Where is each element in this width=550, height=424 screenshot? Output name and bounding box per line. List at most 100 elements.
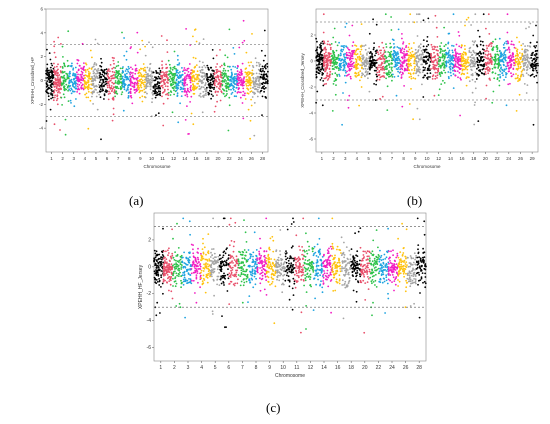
data-point [482, 59, 485, 62]
data-point [183, 67, 186, 69]
data-point [458, 71, 461, 74]
data-point [320, 68, 323, 71]
data-point [194, 267, 197, 270]
data-point [369, 64, 372, 67]
data-point [526, 55, 529, 57]
data-point [60, 96, 63, 99]
data-point [220, 282, 223, 285]
data-point [54, 81, 56, 84]
data-point [343, 46, 345, 49]
data-point [83, 79, 86, 82]
data-point [141, 79, 144, 82]
data-point [431, 75, 434, 78]
data-point [112, 97, 115, 100]
data-point [249, 87, 252, 90]
data-point [88, 73, 91, 76]
data-point [246, 87, 249, 90]
data-point [103, 98, 105, 100]
data-point [190, 282, 193, 285]
data-point [45, 120, 48, 122]
data-point [236, 91, 239, 94]
data-point [340, 66, 343, 69]
x-tick-label: 18 [204, 156, 210, 161]
data-point [396, 53, 398, 55]
data-point [348, 49, 351, 51]
data-point [471, 91, 474, 94]
data-point [521, 48, 524, 51]
data-point [195, 78, 198, 81]
data-point [504, 56, 507, 58]
data-point [216, 74, 219, 77]
data-point [517, 65, 520, 68]
data-point [156, 267, 158, 269]
data-point [333, 27, 336, 30]
data-point [204, 92, 207, 95]
data-point [186, 89, 189, 92]
data-point [494, 66, 497, 69]
data-point [345, 62, 348, 65]
data-point [423, 69, 426, 71]
data-point [397, 55, 400, 58]
data-point [114, 80, 117, 82]
data-point [250, 72, 253, 74]
data-point [204, 258, 207, 261]
data-point [384, 51, 387, 53]
data-point [504, 59, 507, 62]
data-point [111, 81, 114, 84]
data-point [465, 53, 467, 56]
data-point [438, 59, 441, 61]
data-point [384, 13, 387, 16]
data-point [487, 69, 489, 71]
data-point [498, 49, 501, 52]
data-point [351, 65, 353, 68]
data-point [510, 58, 513, 61]
data-point [535, 56, 538, 59]
data-point [172, 87, 175, 90]
data-point [359, 58, 362, 60]
x-tick-label: 10 [424, 156, 430, 161]
data-point [162, 279, 165, 281]
data-point [388, 71, 390, 74]
data-point [439, 48, 442, 51]
data-point [147, 77, 150, 80]
data-point [515, 68, 518, 70]
data-point [379, 49, 381, 52]
data-point [360, 23, 363, 25]
data-point [51, 71, 54, 74]
data-point [184, 266, 187, 269]
data-point [239, 74, 242, 77]
data-point [118, 73, 121, 75]
data-point [235, 86, 238, 89]
data-point [478, 69, 480, 72]
data-point [154, 281, 157, 284]
data-point [168, 70, 171, 73]
data-point [434, 66, 436, 69]
data-point [466, 72, 469, 74]
data-point [247, 61, 250, 64]
data-point [220, 270, 223, 273]
data-point [207, 68, 210, 70]
data-point [73, 78, 75, 81]
data-point [320, 46, 322, 49]
data-point [381, 55, 384, 58]
data-point [336, 73, 338, 76]
data-point [46, 74, 49, 76]
data-point [426, 67, 429, 70]
data-point [389, 71, 392, 74]
data-point [216, 261, 219, 264]
data-point [388, 55, 390, 58]
data-point [131, 81, 134, 84]
data-point [339, 52, 342, 55]
data-point [481, 40, 484, 43]
data-point [140, 73, 143, 76]
data-point [55, 99, 58, 102]
data-point [476, 60, 478, 63]
data-point [146, 66, 149, 69]
data-point [331, 65, 334, 68]
data-point [257, 75, 260, 78]
data-point [153, 270, 156, 273]
data-point [323, 83, 326, 86]
data-point [435, 67, 438, 70]
data-point [59, 129, 61, 131]
data-point [117, 64, 120, 67]
